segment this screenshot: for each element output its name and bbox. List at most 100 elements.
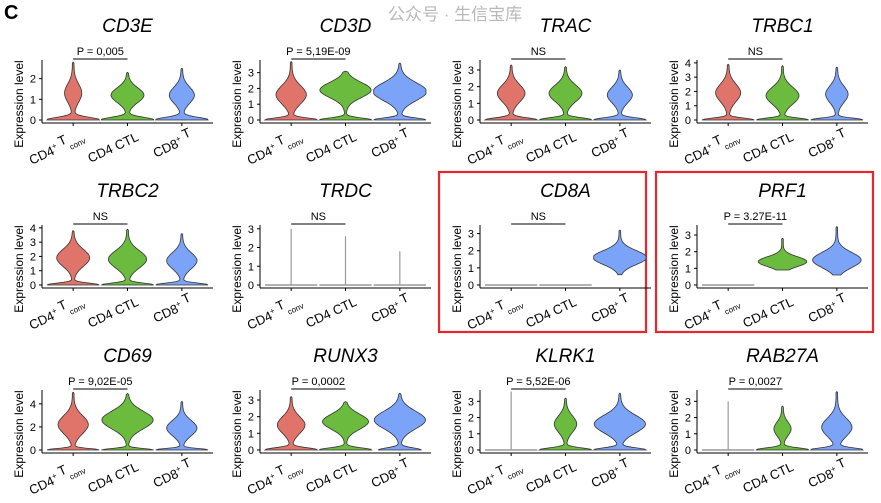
x-tick-label: CD4+ Tconv [243, 290, 306, 335]
y-tick-label: 0 [248, 115, 254, 127]
panel-title: CD8A [540, 181, 591, 202]
y-tick-label: 2 [30, 251, 36, 263]
x-tick-label: CD8+ T [367, 455, 414, 491]
y-tick-label: 1 [248, 261, 254, 273]
x-tick-label: CD8+ T [804, 455, 851, 491]
y-tick-label: 1 [248, 428, 254, 440]
y-tick-label: 0 [468, 115, 474, 127]
panel-title: KLRK1 [535, 346, 595, 367]
violin-cd8-t [373, 392, 426, 451]
x-tick-label: CD4+ Tconv [463, 455, 526, 500]
y-axis-label: Expression level [12, 390, 26, 477]
y-tick-label: 4 [30, 399, 36, 411]
violin-cd8-t [373, 62, 427, 121]
y-tick-label: 0 [468, 280, 474, 292]
violin-cd4-ctl [537, 397, 594, 451]
x-tick-label: CD4+ Tconv [463, 125, 526, 170]
p-value-label: NS [531, 211, 546, 223]
y-tick-label: 0 [248, 445, 254, 457]
violin-cd4-ctl [100, 72, 155, 121]
y-tick-label: 1 [248, 99, 254, 111]
panel-title: CD3D [320, 16, 372, 37]
y-tick-label: 3 [248, 395, 254, 407]
x-tick-label: CD4 CTL [740, 129, 795, 165]
y-tick-label: 0 [468, 445, 474, 457]
violin-cd4-tconv [701, 63, 755, 121]
y-tick-label: 3 [685, 230, 691, 242]
x-tick-label: CD4 CTL [523, 294, 578, 330]
p-value-label: NS [531, 46, 546, 58]
x-tick-label: CD8+ T [804, 290, 851, 326]
watermark: 公众号 · 生信宝库 [388, 5, 522, 24]
x-tick-label: CD8+ T [587, 290, 634, 326]
panel-rab27a: RAB27A P = 0,0027 0 1 2 3 Expression levelCD4+… [667, 346, 868, 498]
x-tick-label: CD4+ Tconv [680, 290, 743, 335]
y-axis-label: Expression level [230, 390, 244, 477]
y-tick-label: 3 [248, 68, 254, 80]
panel-title: TRAC [540, 16, 592, 37]
x-tick-label: CD8+ T [367, 125, 414, 161]
y-tick-label: 3 [30, 237, 36, 249]
y-tick-label: 0 [685, 445, 691, 457]
y-axis-label: Expression level [12, 60, 26, 147]
violin-cd8-t [592, 392, 648, 451]
panel-prf1: PRF1 P = 3.27E-11 0 1 2 3 Expression levelCD4+… [654, 170, 875, 335]
y-tick-label: 1 [468, 263, 474, 275]
x-tick-label: CD4 CTL [303, 129, 358, 165]
p-value-label: NS [93, 211, 108, 223]
x-tick-label: CD4+ Tconv [463, 290, 526, 335]
y-tick-label: 0 [30, 280, 36, 292]
violin-cd4-ctl [318, 401, 373, 451]
y-tick-label: 4 [685, 58, 691, 70]
x-tick-label: CD4 CTL [85, 294, 140, 330]
p-value-label: P = 0,0002 [292, 376, 345, 388]
x-tick-label: CD4+ Tconv [25, 125, 88, 170]
violin-cd4-ctl [757, 237, 808, 271]
y-tick-label: 3 [468, 229, 474, 241]
y-tick-label: 3 [468, 396, 474, 408]
panel-title: RUNX3 [313, 346, 378, 367]
panel-cd69: CD69 P = 9,02E-05 0 2 4 Expression levelCD4+ … [12, 346, 213, 498]
y-axis-label: Expression level [667, 390, 681, 477]
x-tick-label: CD4+ Tconv [243, 125, 306, 170]
x-tick-label: CD4 CTL [523, 459, 578, 495]
y-tick-label: 1 [685, 101, 691, 113]
x-tick-label: CD4+ Tconv [680, 125, 743, 170]
violin-cd8-t [592, 69, 648, 121]
y-tick-label: 1 [685, 263, 691, 275]
y-tick-label: 2 [30, 422, 36, 434]
p-value-label: P = 3.27E-11 [724, 211, 788, 223]
panel-title: CD3E [102, 16, 153, 37]
violin-cd8-t [155, 233, 209, 286]
y-tick-label: 3 [468, 65, 474, 77]
violin-cd4-ctl [538, 66, 593, 121]
p-value-label: P = 5,52E-06 [506, 376, 570, 388]
x-tick-label: CD8+ T [149, 290, 196, 326]
panel-title: RAB27A [746, 346, 819, 367]
panel-cd3d: CD3D P = 5,19E-09 0 1 2 3 Expression levelCD4+… [230, 16, 431, 170]
violin-cd4-ctl [756, 65, 809, 121]
x-tick-label: CD8+ T [149, 125, 196, 161]
y-tick-label: 2 [468, 413, 474, 425]
y-tick-label: 2 [248, 83, 254, 95]
violin-cd8-t [809, 391, 865, 451]
x-tick-label: CD8+ T [587, 455, 634, 491]
p-value-label: P = 9,02E-05 [68, 376, 132, 388]
violin-cd8-t [812, 226, 862, 276]
violin-cd8-t [155, 401, 209, 451]
y-tick-label: 2 [248, 412, 254, 424]
violin-cd4-ctl [101, 228, 154, 286]
highlight-box [654, 170, 875, 334]
x-tick-label: CD8+ T [587, 125, 634, 161]
x-tick-label: CD4 CTL [85, 129, 140, 165]
highlight-box [437, 170, 648, 334]
x-tick-label: CD8+ T [804, 125, 851, 161]
y-axis-label: Expression level [450, 390, 464, 477]
panel-letter: C [4, 2, 18, 24]
